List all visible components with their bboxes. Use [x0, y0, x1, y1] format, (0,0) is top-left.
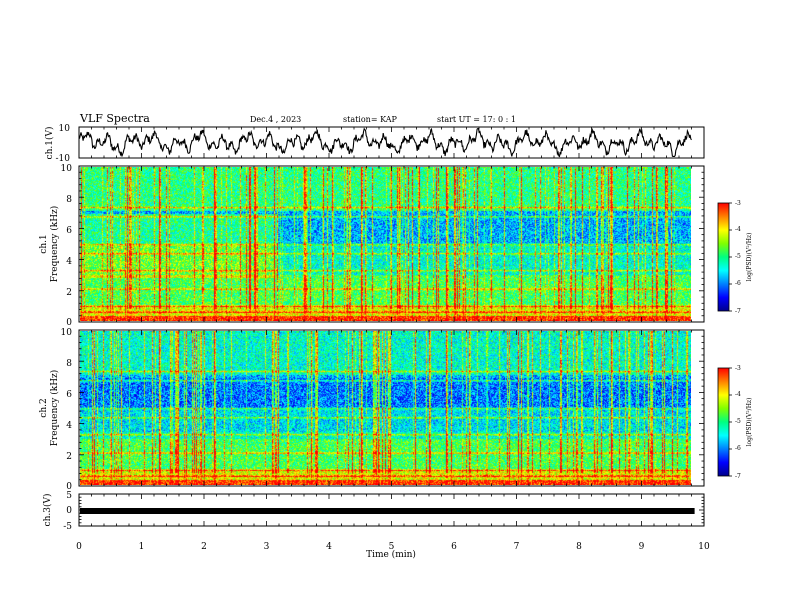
ch2-spectrogram-panel: 10 8 6 4 2 0 ch.2 Frequency (kHz)	[39, 328, 705, 492]
ch2-colorbar-tick-m4: -4	[735, 391, 741, 398]
ch2-colorbar-tick-m6: -6	[735, 445, 741, 452]
ch1-colorbar-tick-m6: -6	[735, 280, 741, 287]
ch1-spectrogram-ylabel-channel: ch.1	[39, 234, 49, 253]
xtick-10: 10	[698, 542, 710, 552]
ch2-ytick-0: 0	[66, 482, 72, 492]
ch1-colorbar-bar	[717, 202, 730, 312]
xtick-9: 9	[639, 542, 645, 552]
ch1-colorbar: -3 -4 -5 -6 -7 log(PSD)(V²/Hz)	[717, 200, 753, 315]
xtick-7: 7	[514, 542, 520, 552]
ch2-ytick-4: 4	[66, 421, 72, 431]
ch3-ytick-5: 5	[66, 491, 72, 501]
ch2-ytick-2: 2	[66, 452, 72, 462]
ch2-colorbar-bar	[717, 367, 730, 477]
ch1-ytick-0: 0	[66, 318, 72, 328]
xtick-0: 0	[76, 542, 82, 552]
x-axis: 0 1 2 3 4 5 6 7 8 9 10 Time (min)	[76, 542, 710, 560]
ch2-colorbar-label: log(PSD)(V²/Hz)	[746, 398, 753, 447]
ch1-waveform-ylabel: ch.1(V)	[44, 127, 55, 160]
ch3-signal-panel: 5 0 -5 ch.3(V)	[42, 491, 705, 532]
xtick-6: 6	[451, 542, 457, 552]
ch2-spectrogram-ticks	[78, 329, 705, 487]
ch2-colorbar-ticks	[729, 367, 732, 477]
ch1-spectrogram-panel: 10 8 6 4 2 0 ch.1 Frequency (kHz)	[39, 164, 705, 328]
ch1-ytick-8: 8	[66, 195, 72, 205]
ch2-colorbar-tick-m7: -7	[735, 473, 741, 480]
ch1-waveform-panel: 10 -10 ch.1(V)	[44, 124, 705, 164]
xtick-2: 2	[201, 542, 207, 552]
ch2-spectrogram-image	[80, 331, 691, 485]
ch1-ytick-top: 10	[59, 124, 71, 134]
xtick-1: 1	[139, 542, 145, 552]
ch3-ytick-m5: -5	[63, 522, 72, 532]
xtick-5: 5	[389, 542, 395, 552]
ch1-ytick-2: 2	[66, 288, 72, 298]
x-axis-label: Time (min)	[366, 549, 416, 560]
ch1-spectrogram-ylabel-frequency: Frequency (kHz)	[49, 206, 60, 283]
ch1-colorbar-tick-m5: -5	[735, 253, 741, 260]
ch1-ytick-10: 10	[61, 164, 73, 174]
ch1-colorbar-tick-m7: -7	[735, 308, 741, 315]
ch1-spectrogram-ticks	[78, 165, 705, 323]
ch1-ytick-6: 6	[66, 226, 72, 236]
ch2-spectrogram-ylabel-channel: ch.2	[39, 398, 49, 417]
ch1-waveform-line	[78, 127, 692, 158]
ch3-ytick-0: 0	[66, 506, 72, 516]
ch1-spectrogram-image	[80, 167, 691, 321]
station-label: station= KAP	[343, 115, 398, 124]
ch1-colorbar-label: log(PSD)(V²/Hz)	[746, 233, 753, 282]
ch2-colorbar-tick-m5: -5	[735, 418, 741, 425]
ch3-signal-ylabel: ch.3(V)	[42, 494, 53, 527]
xtick-4: 4	[326, 542, 332, 552]
ch2-ytick-6: 6	[66, 390, 72, 400]
start-time-label: start UT = 17: 0 : 1	[437, 115, 516, 124]
date-label: Dec.4 , 2023	[250, 115, 301, 124]
ch2-ytick-10: 10	[61, 328, 73, 338]
ch2-spectrogram-ylabel-frequency: Frequency (kHz)	[49, 370, 60, 447]
ch1-ytick-bottom: -10	[56, 154, 71, 164]
ch3-signal-ticks	[78, 493, 705, 527]
ch1-colorbar-ticks	[729, 202, 732, 312]
ch1-waveform-ticks	[78, 127, 705, 158]
ch1-ytick-4: 4	[66, 257, 72, 267]
xtick-8: 8	[576, 542, 582, 552]
ch3-signal-line	[80, 508, 695, 514]
xtick-3: 3	[264, 542, 270, 552]
figure-title: VLF Spectra	[79, 112, 150, 125]
ch2-ytick-8: 8	[66, 359, 72, 369]
ch1-colorbar-tick-m3: -3	[735, 200, 741, 207]
ch2-colorbar-tick-m3: -3	[735, 365, 741, 372]
ch2-colorbar: -3 -4 -5 -6 -7 log(PSD)(V²/Hz)	[717, 365, 753, 480]
ch1-colorbar-tick-m4: -4	[735, 226, 741, 233]
